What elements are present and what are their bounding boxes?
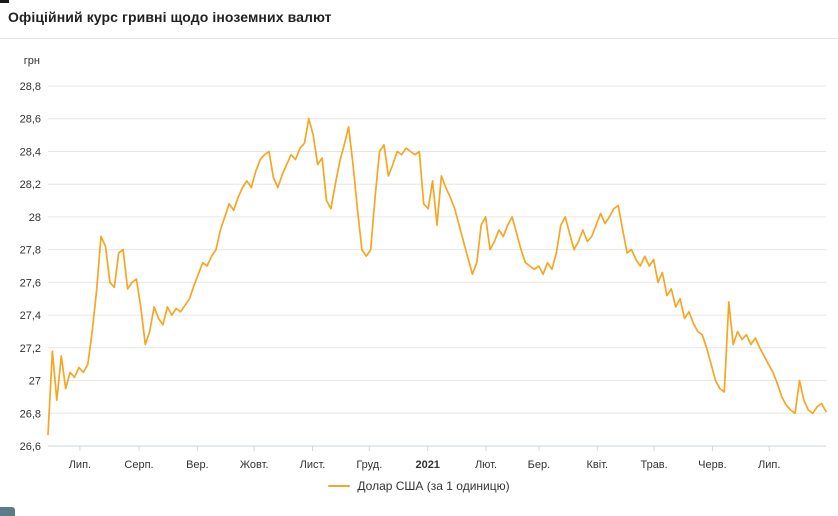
y-axis-label: 26,8: [20, 408, 41, 420]
y-axis-label: 27,6: [20, 277, 41, 289]
x-axis-label: Жовт.: [240, 459, 269, 471]
legend-line-marker: [328, 485, 351, 487]
cropped-top-artifact: [0, 0, 9, 3]
legend-label: Долар США (за 1 одиницю): [357, 479, 510, 493]
y-axis-label: 27,2: [20, 343, 41, 355]
cropped-corner-element: [0, 507, 15, 516]
y-axis-unit-label: грн: [23, 55, 40, 67]
x-axis-label: Квіт.: [587, 459, 609, 471]
y-axis-label: 28,8: [20, 81, 41, 93]
series-line-usd[interactable]: [47, 117, 827, 436]
y-axis-label: 27,4: [20, 310, 41, 322]
y-axis-label: 28,6: [20, 114, 41, 126]
y-axis-label: 28: [29, 212, 41, 224]
x-axis-label: Трав.: [640, 459, 667, 471]
x-axis-label: Черв.: [698, 459, 726, 471]
x-axis-label: Бер.: [528, 459, 551, 471]
y-axis-label: 27,8: [20, 245, 41, 257]
x-axis-label: Лип.: [758, 459, 780, 471]
x-axis-label: 2021: [415, 459, 439, 471]
y-axis-label: 27: [29, 376, 41, 388]
x-axis-label: Груд.: [356, 459, 382, 471]
x-axis-label: Вер.: [186, 459, 209, 471]
title-divider: [0, 38, 838, 39]
x-axis-label: Лют.: [475, 459, 497, 471]
x-axis-label: Серп.: [124, 459, 153, 471]
x-axis-label: Лист.: [300, 459, 326, 471]
legend-item-usd[interactable]: Долар США (за 1 одиницю): [0, 479, 838, 493]
chart-svg: 26,6 26,8 27 27,2 27,4 27,6 27,8 28 28,2 28,4 28,6…: [20, 81, 827, 471]
x-axis-label: Лип.: [69, 459, 91, 471]
chart-title: Офіційний курс гривні щодо іноземних вал…: [8, 9, 332, 25]
y-axis-label: 28,4: [20, 147, 41, 159]
y-axis-label: 26,6: [20, 441, 41, 453]
y-axis-label: 28,2: [20, 179, 41, 191]
